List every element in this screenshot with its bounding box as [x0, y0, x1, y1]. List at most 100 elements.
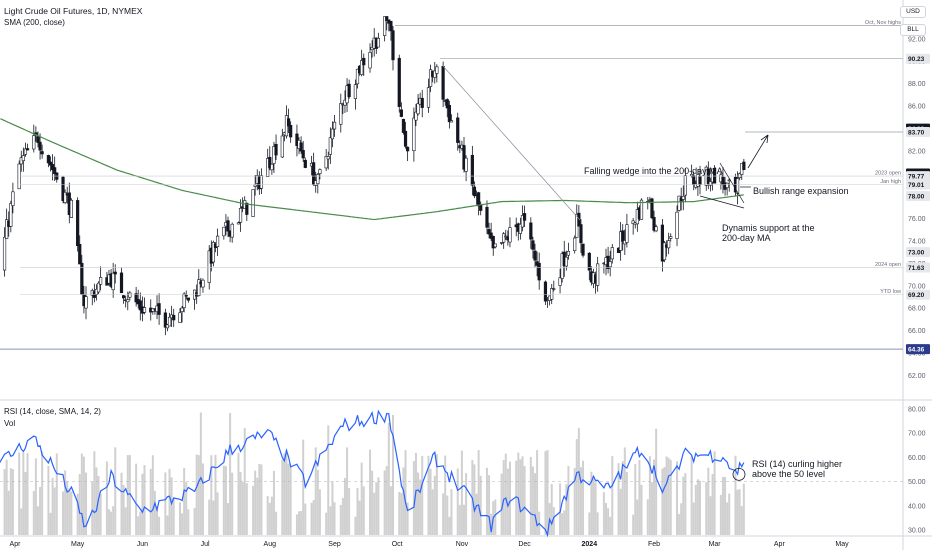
- price-tick-label: 88.00: [908, 81, 926, 88]
- x-tick-label: Apr: [10, 541, 22, 548]
- price-badge: [906, 53, 930, 64]
- candle-body: [412, 117, 416, 151]
- candle-body: [550, 288, 554, 300]
- candle-body: [596, 263, 600, 286]
- volume-bar: [283, 453, 286, 535]
- volume-bar: [91, 481, 94, 535]
- volume-bar: [181, 513, 184, 535]
- volume-bar: [475, 493, 478, 535]
- volume-bar: [137, 516, 140, 535]
- volume-bar: [508, 461, 511, 535]
- falling-wedge-line: [442, 65, 581, 221]
- candle-body: [207, 250, 211, 283]
- price-tick-label: 68.00: [908, 306, 926, 313]
- candle-body: [692, 175, 696, 185]
- price-tick-label: 66.00: [908, 328, 926, 335]
- candle-body: [391, 30, 395, 61]
- volume-bar: [26, 453, 29, 535]
- volume-bar: [650, 482, 653, 535]
- level-label: 2023 open: [875, 171, 901, 177]
- volume-bar: [164, 472, 167, 535]
- unit-button[interactable]: BLL: [900, 24, 926, 36]
- currency-button[interactable]: USD: [900, 6, 926, 18]
- volume-bar: [329, 506, 332, 535]
- candle-body: [134, 293, 138, 303]
- price-badge-label: 73.00: [908, 250, 925, 257]
- candle-body: [236, 222, 241, 225]
- candle-body: [708, 181, 713, 186]
- volume-bar: [515, 460, 518, 535]
- price-badge: [906, 179, 930, 190]
- volume-bar: [579, 467, 582, 535]
- candle-body: [625, 224, 629, 243]
- candle-body: [493, 243, 497, 248]
- rsi-indicator-label[interactable]: RSI (14, close, SMA, 14, 2): [4, 407, 101, 416]
- candle-body: [113, 271, 117, 275]
- volume-bar: [588, 512, 591, 535]
- volume-bar: [124, 507, 127, 535]
- volume-bar: [354, 516, 357, 535]
- volume-bar: [187, 509, 190, 535]
- candle-body: [368, 52, 372, 69]
- volume-bar: [458, 504, 461, 535]
- sma-indicator-label[interactable]: SMA (200, close): [4, 18, 65, 27]
- volume-bar: [617, 463, 620, 535]
- candle-body: [23, 148, 28, 155]
- candle-body: [9, 203, 13, 227]
- candle-body: [428, 69, 433, 87]
- volume-bar: [316, 469, 319, 535]
- volume-bar: [640, 484, 643, 535]
- volume-bar: [550, 484, 553, 535]
- candle-body: [376, 38, 380, 48]
- volume-bar: [427, 455, 430, 535]
- candle-body: [151, 308, 155, 312]
- candle-body: [573, 237, 577, 251]
- candle-body: [121, 295, 126, 299]
- price-badge-label: 83.70: [908, 129, 925, 136]
- price-badge: [906, 289, 930, 300]
- volume-bar: [3, 469, 6, 535]
- volume-bar: [567, 466, 570, 535]
- volume-bar: [619, 488, 622, 535]
- candle-body: [441, 66, 445, 100]
- candle-body: [69, 199, 73, 218]
- rsi-line: [0, 409, 745, 538]
- volume-bar: [105, 461, 108, 535]
- volume-bar: [302, 439, 305, 535]
- volume-bar: [281, 459, 284, 535]
- volume-bar: [222, 465, 225, 535]
- volume-indicator-label[interactable]: Vol: [4, 419, 16, 428]
- candle-body: [238, 208, 243, 223]
- price-badge-label: 79.01: [908, 182, 925, 189]
- volume-bar: [563, 510, 566, 535]
- volume-bar: [707, 467, 710, 535]
- volume-bar: [419, 479, 422, 535]
- volume-bar: [185, 482, 188, 535]
- candle-body: [21, 155, 25, 162]
- price-tick-label: 62.00: [908, 373, 926, 380]
- candle-body: [50, 164, 55, 171]
- volume-bar: [402, 467, 405, 535]
- candle-body: [99, 277, 103, 285]
- candle-body: [355, 68, 360, 85]
- candle-body: [608, 261, 612, 268]
- candle-body: [270, 163, 274, 171]
- candle-body: [295, 133, 299, 146]
- volume-bar: [429, 468, 432, 535]
- volume-bar: [193, 507, 196, 535]
- volume-bar: [663, 467, 666, 535]
- volume-bar: [371, 470, 374, 535]
- candle-body: [286, 118, 291, 127]
- target-arrow-line: [747, 134, 769, 169]
- candle-body: [328, 137, 332, 155]
- volume-bar: [383, 470, 386, 535]
- x-tick-label: Jul: [201, 541, 210, 548]
- candle-body: [502, 233, 506, 243]
- volume-bar: [339, 505, 342, 535]
- candle-body: [63, 192, 67, 203]
- candle-body: [650, 198, 654, 219]
- volume-bar: [446, 495, 449, 535]
- x-tick-label: Sep: [328, 541, 341, 548]
- candle-body: [522, 213, 527, 221]
